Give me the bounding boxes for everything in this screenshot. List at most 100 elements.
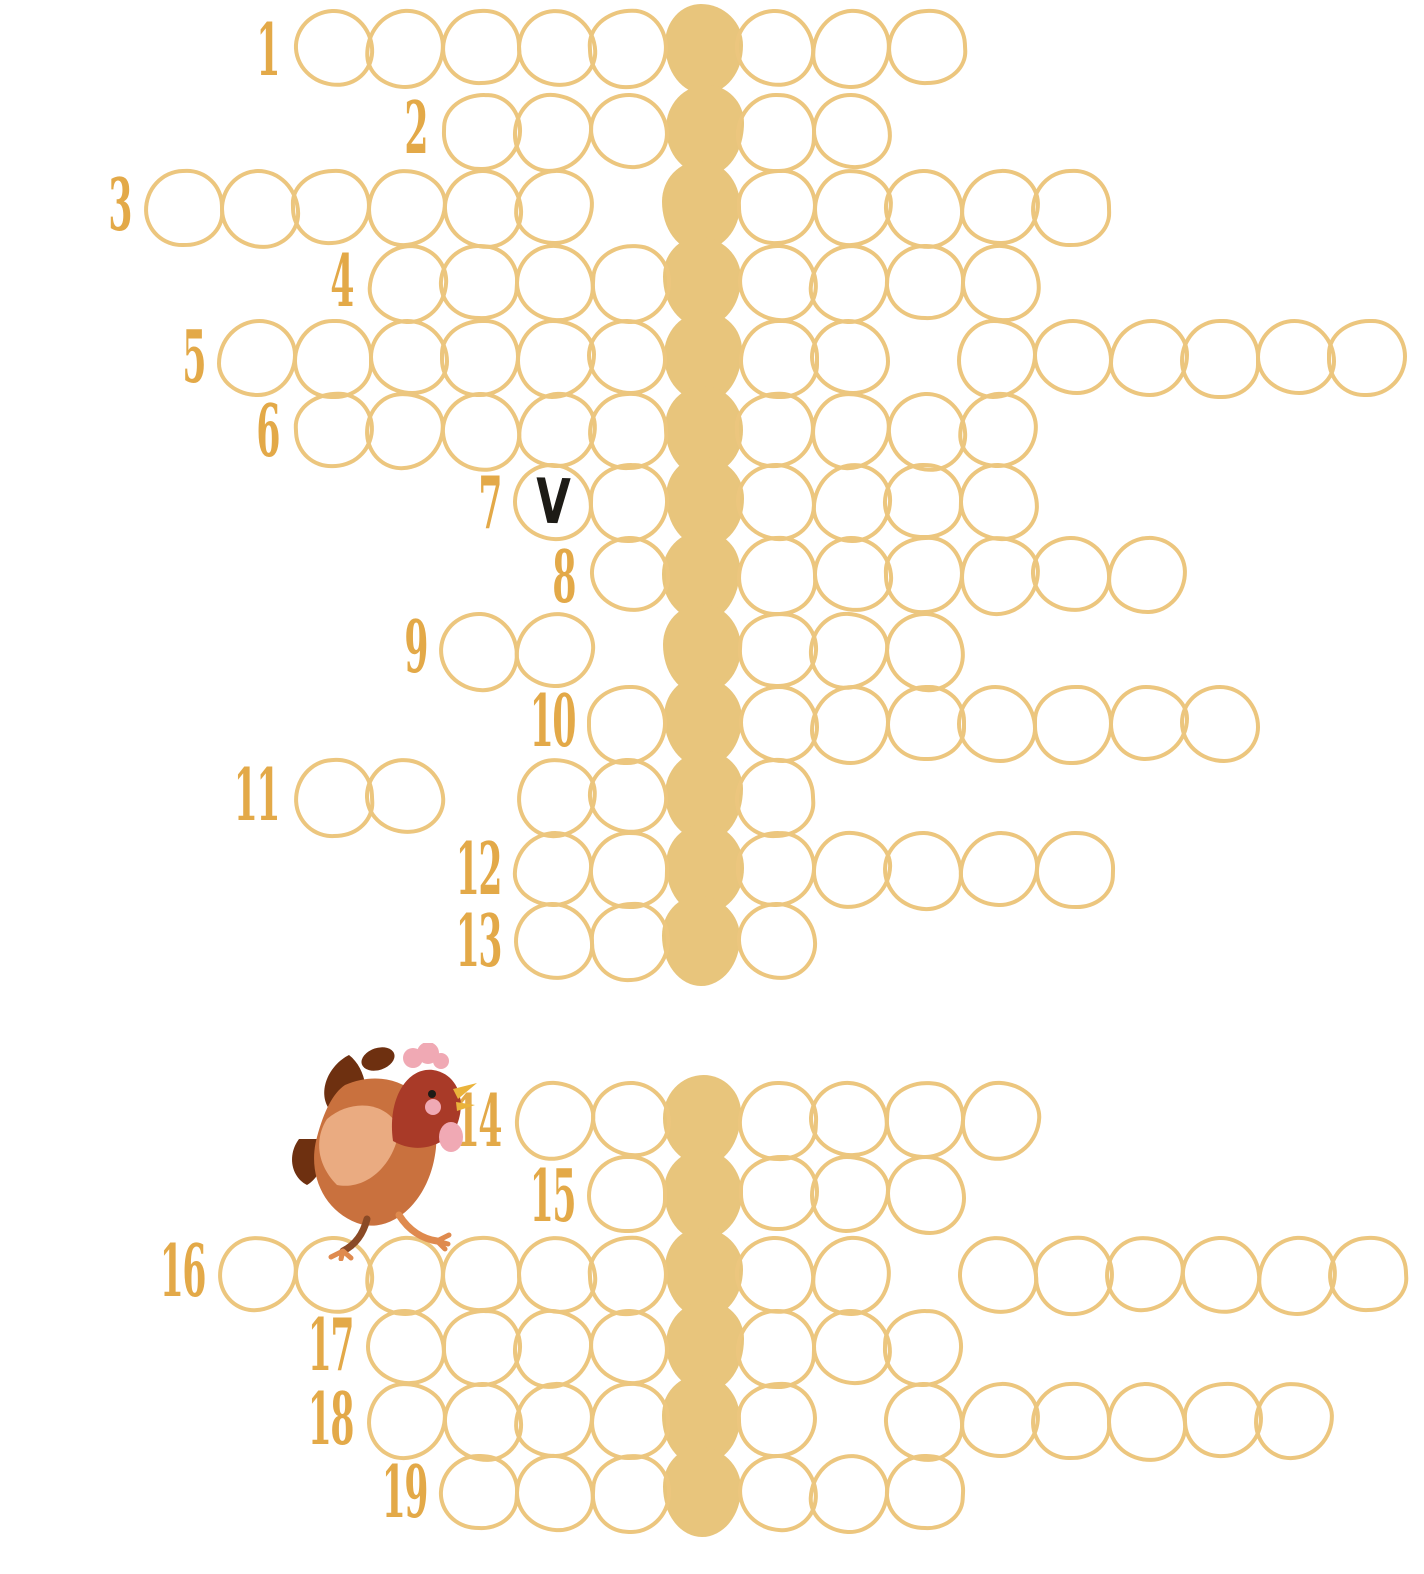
answer-cell[interactable] [441, 167, 525, 251]
answer-cell[interactable] [739, 1155, 819, 1231]
answer-cell[interactable] [736, 167, 818, 247]
answer-cell[interactable] [365, 1307, 447, 1387]
answer-cell[interactable] [585, 1233, 671, 1319]
answer-cell[interactable] [739, 685, 819, 763]
answer-cell[interactable] [511, 1307, 595, 1391]
answer-cell[interactable] [1252, 1380, 1336, 1462]
answer-cell[interactable] [587, 829, 671, 911]
answer-cell[interactable] [735, 1078, 821, 1164]
answer-cell[interactable] [436, 609, 522, 695]
answer-cell[interactable] [735, 534, 819, 618]
answer-cell[interactable] [882, 534, 966, 616]
answer-cell[interactable] [514, 755, 600, 841]
answer-cell[interactable] [1256, 319, 1336, 395]
answer-cell[interactable] [733, 6, 817, 90]
answer-cell[interactable] [956, 389, 1040, 471]
answer-cell[interactable] [809, 389, 893, 473]
answer-cell[interactable] [437, 1451, 521, 1533]
answer-cell[interactable] [217, 319, 297, 397]
answer-cell[interactable] [959, 1380, 1041, 1460]
answer-cell[interactable] [959, 241, 1043, 325]
answer-cell[interactable] [1105, 1380, 1189, 1464]
answer-cell[interactable] [362, 6, 448, 92]
answer-cell[interactable] [1031, 1233, 1117, 1319]
answer-cell[interactable] [956, 1233, 1040, 1317]
answer-cell[interactable] [810, 1155, 890, 1233]
answer-cell[interactable] [588, 1307, 670, 1387]
answer-cell[interactable] [142, 167, 226, 249]
answer-cell[interactable] [1105, 534, 1189, 616]
answer-cell[interactable] [440, 319, 520, 397]
answer-cell[interactable] [588, 241, 674, 327]
answer-cell[interactable] [734, 461, 818, 543]
answer-cell[interactable] [734, 91, 818, 175]
answer-cell[interactable] [586, 755, 670, 837]
answer-cell[interactable] [293, 319, 373, 399]
answer-cell[interactable] [1180, 319, 1260, 399]
answer-cell[interactable] [883, 1451, 967, 1533]
answer-cell[interactable] [290, 167, 372, 247]
answer-cell[interactable] [588, 1380, 672, 1462]
answer-cell[interactable] [882, 1380, 966, 1464]
answer-cell[interactable] [1030, 534, 1112, 614]
answer-cell[interactable] [218, 167, 302, 251]
answer-cell[interactable] [736, 1380, 818, 1460]
answer-cell[interactable] [885, 6, 969, 88]
answer-cell[interactable] [1033, 829, 1117, 911]
answer-cell[interactable] [736, 1451, 820, 1535]
answer-cell[interactable] [365, 167, 449, 249]
answer-cell[interactable] [588, 1451, 674, 1537]
answer-cell[interactable] [810, 319, 890, 395]
answer-cell[interactable] [1033, 319, 1113, 395]
answer-cell[interactable] [439, 6, 523, 88]
answer-cell[interactable] [734, 1307, 818, 1391]
answer-cell[interactable] [515, 389, 599, 471]
answer-cell[interactable] [513, 241, 597, 325]
answer-cell[interactable] [958, 534, 1042, 618]
answer-cell[interactable] [1326, 1233, 1410, 1315]
answer-cell[interactable] [883, 241, 967, 323]
answer-cell[interactable] [1179, 1233, 1263, 1317]
answer-cell[interactable] [515, 6, 599, 90]
answer-cell[interactable] [512, 829, 594, 909]
answer-cell[interactable] [958, 1078, 1044, 1164]
answer-cell[interactable] [437, 241, 521, 323]
answer-cell[interactable] [735, 900, 819, 982]
answer-cell[interactable] [806, 241, 892, 327]
answer-cell[interactable] [291, 755, 377, 841]
answer-cell[interactable] [884, 389, 970, 475]
answer-cell[interactable] [810, 685, 890, 765]
answer-cell[interactable] [512, 1078, 598, 1164]
answer-cell[interactable] [882, 167, 966, 251]
answer-cell[interactable] [1103, 1233, 1187, 1315]
answer-cell[interactable] [1109, 319, 1189, 397]
answer-cell[interactable] [957, 461, 1041, 543]
answer-cell[interactable] [585, 6, 671, 92]
answer-cell[interactable] [883, 1078, 967, 1162]
answer-cell[interactable] [735, 829, 817, 909]
answer-cell[interactable] [292, 389, 376, 471]
answer-cell[interactable] [369, 319, 449, 395]
answer-cell[interactable] [732, 755, 818, 841]
answer-cell[interactable] [365, 241, 451, 327]
answer-cell[interactable] [1033, 685, 1113, 765]
answer-cell[interactable] [957, 319, 1037, 399]
answer-cell[interactable] [513, 167, 595, 247]
answer-cell[interactable] [587, 319, 667, 395]
answer-cell[interactable] [589, 534, 671, 614]
answer-cell[interactable] [586, 389, 670, 473]
answer-cell[interactable] [515, 1233, 599, 1317]
answer-cell[interactable] [1180, 685, 1260, 763]
answer-cell[interactable] [512, 900, 596, 982]
answer-cell[interactable] [587, 461, 671, 545]
answer-cell[interactable] [511, 91, 595, 175]
answer-cell[interactable] [886, 1155, 966, 1235]
answer-cell[interactable] [810, 829, 894, 911]
answer-cell[interactable] [1029, 167, 1113, 249]
answer-cell[interactable] [588, 91, 670, 171]
answer-cell[interactable] [807, 609, 891, 693]
answer-cell[interactable] [440, 91, 524, 173]
answer-cell[interactable] [589, 1078, 673, 1160]
answer-cell[interactable] [513, 1380, 595, 1460]
answer-cell[interactable] [881, 829, 965, 913]
